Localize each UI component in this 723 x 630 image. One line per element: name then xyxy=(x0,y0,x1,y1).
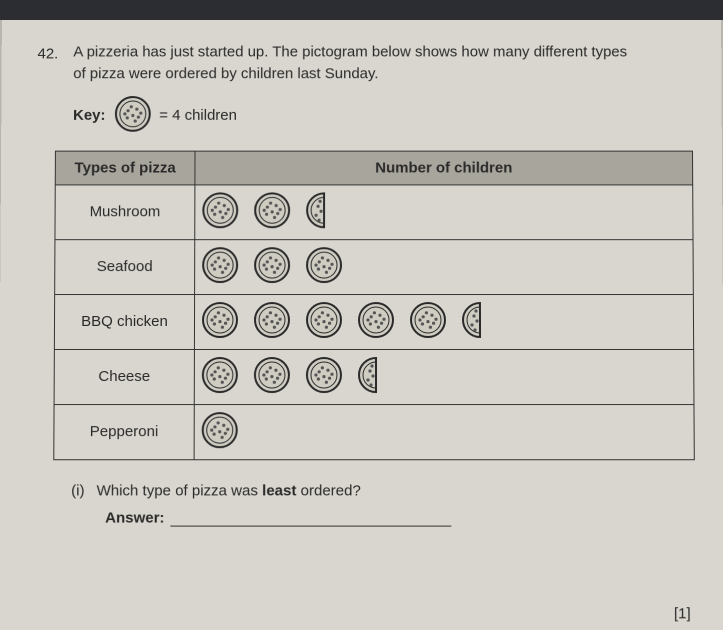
pizza-half-icon xyxy=(357,355,378,397)
pizza-icon xyxy=(201,191,239,233)
worksheet-page: 42. A pizzeria has just started up. The … xyxy=(0,20,723,630)
key-value: = 4 children xyxy=(159,107,237,124)
pizza-count-cell xyxy=(195,184,693,239)
answer-row: Answer: xyxy=(105,509,690,526)
pizza-type-label: Seafood xyxy=(55,239,195,294)
pizza-type-label: BBQ chicken xyxy=(54,294,194,349)
pizza-icon xyxy=(253,246,291,288)
pizza-icon xyxy=(201,355,239,397)
question-text: A pizzeria has just started up. The pict… xyxy=(73,42,687,85)
pizza-icon xyxy=(253,355,291,397)
pizza-type-label: Mushroom xyxy=(55,184,195,239)
pizza-icon xyxy=(253,191,291,233)
subpart-text: Which type of pizza was least ordered? xyxy=(97,482,361,499)
pizza-icon xyxy=(305,355,343,397)
pizza-icon xyxy=(253,301,291,343)
subquestion: (i) Which type of pizza was least ordere… xyxy=(71,482,690,499)
pizza-icon xyxy=(409,301,447,343)
pizza-icon xyxy=(201,411,239,453)
table-row: Pepperoni xyxy=(54,404,695,459)
table-row: BBQ chicken xyxy=(54,294,693,349)
question-number: 42. xyxy=(37,46,58,63)
pizza-icon xyxy=(305,246,343,288)
pizza-count-cell xyxy=(194,294,693,349)
pizza-icon xyxy=(357,301,395,343)
question-line2: of pizza were ordered by children last S… xyxy=(73,65,378,82)
pizza-type-label: Pepperoni xyxy=(54,404,194,459)
mark-allocation: [1] xyxy=(674,605,691,622)
pizza-count-cell xyxy=(194,349,694,404)
pizza-count-cell xyxy=(195,239,694,294)
pizza-half-icon xyxy=(305,191,326,233)
pizza-count-cell xyxy=(194,404,694,459)
pizza-icon xyxy=(201,301,239,343)
key-label: Key: xyxy=(73,107,105,124)
answer-label: Answer: xyxy=(105,509,164,526)
table-row: Mushroom xyxy=(55,184,693,239)
table-row: Seafood xyxy=(55,239,694,294)
pictogram-key: Key: = 4 children xyxy=(73,95,688,137)
table-header-children: Number of children xyxy=(195,151,693,185)
question-line1: A pizzeria has just started up. The pict… xyxy=(73,44,627,61)
answer-blank-line[interactable] xyxy=(171,512,452,526)
pizza-icon xyxy=(305,301,343,343)
table-row: Cheese xyxy=(54,349,694,404)
pizza-type-label: Cheese xyxy=(54,349,194,404)
table-header-types: Types of pizza xyxy=(55,151,195,185)
subpart-label: (i) xyxy=(71,482,84,499)
key-pizza-icon xyxy=(113,95,151,137)
page-top-shadow xyxy=(0,0,723,20)
pizza-half-icon xyxy=(461,301,482,343)
pictogram-table: Types of pizza Number of children Mushro… xyxy=(53,150,695,460)
pizza-icon xyxy=(201,246,239,288)
